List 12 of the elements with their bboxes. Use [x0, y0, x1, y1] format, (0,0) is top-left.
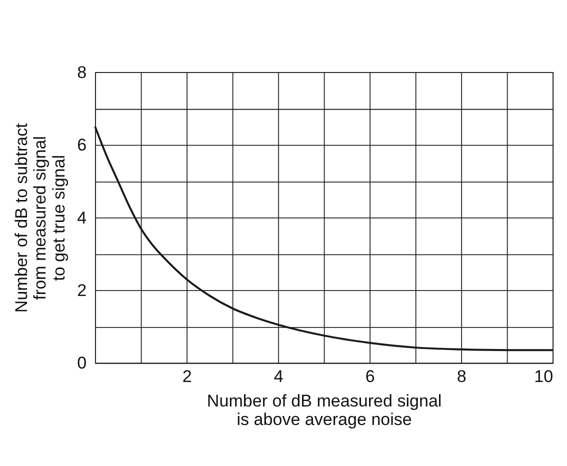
- x-axis-title: Number of dB measured signal is above average noise: [206, 391, 442, 430]
- y-tick-label: 0: [77, 354, 87, 373]
- x-tick-label: 2: [182, 367, 192, 386]
- x-tick-label: 10: [534, 367, 554, 386]
- x-tick-label: 8: [456, 367, 466, 386]
- y-axis-title: Number of dB to subtract from measured signal to get true signal: [12, 123, 69, 313]
- x-tick-label: 6: [365, 367, 375, 386]
- y-tick-label: 2: [77, 280, 87, 300]
- y-tick-label: 8: [77, 62, 87, 82]
- x-tick-label: 4: [274, 367, 284, 386]
- y-tick-label: 4: [77, 208, 87, 228]
- y-tick-label: 6: [77, 136, 87, 155]
